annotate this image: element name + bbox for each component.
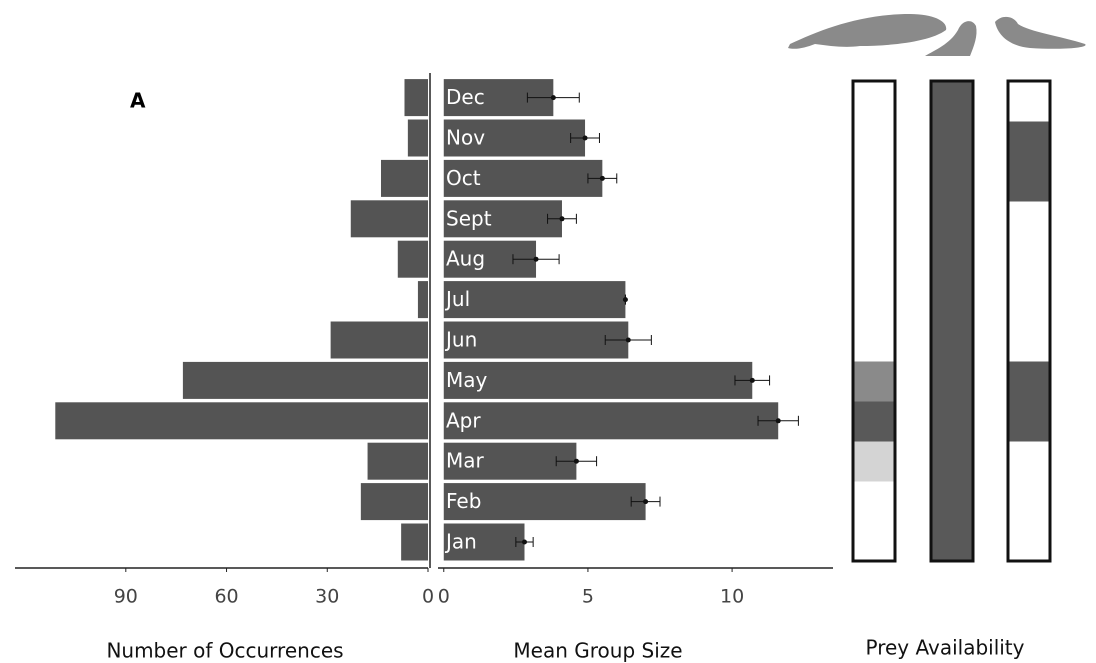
category-label: Mar xyxy=(446,449,485,473)
mean-point xyxy=(559,216,564,221)
x-tick-label: 30 xyxy=(315,586,339,608)
bar xyxy=(368,443,428,480)
mean-point xyxy=(626,338,631,343)
bar xyxy=(444,281,626,318)
prey-cell xyxy=(931,121,973,162)
prey-cell xyxy=(931,441,973,482)
prey-cell xyxy=(1008,121,1050,162)
mean-point xyxy=(623,297,628,302)
prey-cell xyxy=(853,321,895,362)
mean-point xyxy=(643,499,648,504)
prey-cell xyxy=(931,401,973,442)
bar xyxy=(55,402,428,439)
prey-cell xyxy=(1008,241,1050,282)
bar xyxy=(331,322,428,359)
mean-point xyxy=(522,540,527,545)
bar xyxy=(398,241,428,278)
prey-cell xyxy=(853,521,895,562)
prey-cell xyxy=(853,201,895,242)
bar xyxy=(418,281,428,318)
mean-point xyxy=(600,176,605,181)
prey-cell xyxy=(931,281,973,322)
prey-cell xyxy=(931,321,973,362)
silhouettes xyxy=(788,14,1086,56)
category-label: Feb xyxy=(446,489,481,513)
prey-cell xyxy=(1008,201,1050,242)
category-label: May xyxy=(446,368,488,392)
bar xyxy=(381,160,428,197)
mean-point xyxy=(776,418,781,423)
category-label: Jun xyxy=(444,328,477,352)
prey-cell xyxy=(853,121,895,162)
prey-cell xyxy=(931,81,973,122)
bar xyxy=(361,483,428,520)
category-label: Nov xyxy=(446,126,485,150)
prey-cell xyxy=(853,281,895,322)
prey-cell xyxy=(931,161,973,202)
prey-cell xyxy=(1008,521,1050,562)
prey-cell xyxy=(853,361,895,402)
bar xyxy=(351,200,428,237)
page: A Number of Occurrences Mean Group Size … xyxy=(0,0,1096,663)
prey-cell xyxy=(1008,401,1050,442)
mean-point xyxy=(551,95,556,100)
bar xyxy=(404,79,428,116)
x-axis-label: Mean Group Size xyxy=(513,639,682,663)
x-tick-label: 10 xyxy=(720,586,744,608)
prey-cell xyxy=(1008,481,1050,522)
x-tick-label: 60 xyxy=(214,586,238,608)
prey-cell xyxy=(1008,281,1050,322)
bar xyxy=(444,362,753,399)
panel-label: A xyxy=(130,89,146,113)
x-tick-label: 0 xyxy=(422,586,434,608)
category-label: Dec xyxy=(446,85,485,109)
mean-point xyxy=(534,257,539,262)
prey-cell xyxy=(931,481,973,522)
x-tick-label: 5 xyxy=(582,586,594,608)
prey-cell xyxy=(931,201,973,242)
prey-cell xyxy=(853,241,895,282)
prey-cell xyxy=(1008,361,1050,402)
prey-cell xyxy=(1008,321,1050,362)
mean-point xyxy=(574,459,579,464)
prey-cell xyxy=(1008,81,1050,122)
prey-cell xyxy=(931,361,973,402)
chart: A Number of Occurrences Mean Group Size … xyxy=(0,0,1096,663)
prey-cell xyxy=(853,81,895,122)
bar xyxy=(401,524,428,561)
prey-cell xyxy=(853,161,895,202)
category-label: Jan xyxy=(444,530,477,554)
prey-cell xyxy=(1008,441,1050,482)
category-label: Apr xyxy=(446,408,481,432)
prey-cell xyxy=(931,241,973,282)
x-axis-label: Number of Occurrences xyxy=(106,639,343,663)
category-label: Jul xyxy=(444,287,470,311)
bar xyxy=(183,362,428,399)
prey-cell xyxy=(931,521,973,562)
x-tick-label: 0 xyxy=(438,586,450,608)
x-tick-label: 90 xyxy=(114,586,138,608)
x-axis-label: Prey Availability xyxy=(865,636,1024,660)
bar xyxy=(408,120,428,157)
category-label: Oct xyxy=(446,166,481,190)
prey-cell xyxy=(853,401,895,442)
prey-cell xyxy=(853,481,895,522)
mean-point xyxy=(750,378,755,383)
prey-cell xyxy=(853,441,895,482)
bar xyxy=(444,402,778,439)
mean-point xyxy=(583,136,588,141)
category-label: Aug xyxy=(446,247,485,271)
category-label: Sept xyxy=(446,206,492,230)
prey-cell xyxy=(1008,161,1050,202)
